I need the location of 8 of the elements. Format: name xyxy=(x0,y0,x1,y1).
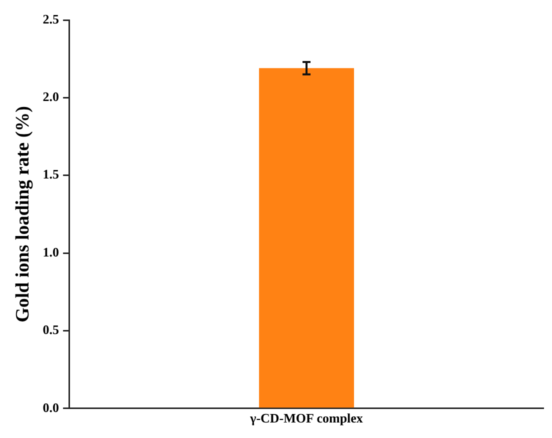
y-tick-label: 2.0 xyxy=(42,89,60,104)
y-tick-label: 1.0 xyxy=(42,244,60,260)
y-tick-label: 0.5 xyxy=(42,322,60,338)
y-tick-label: 1.5 xyxy=(42,166,60,182)
y-tick-label: 2.5 xyxy=(42,11,60,26)
y-axis-title: Gold ions loading rate (%) xyxy=(12,106,34,322)
x-tick-label: γ-CD-MOF complex xyxy=(249,410,364,426)
y-tick-label: 0.0 xyxy=(42,400,60,415)
